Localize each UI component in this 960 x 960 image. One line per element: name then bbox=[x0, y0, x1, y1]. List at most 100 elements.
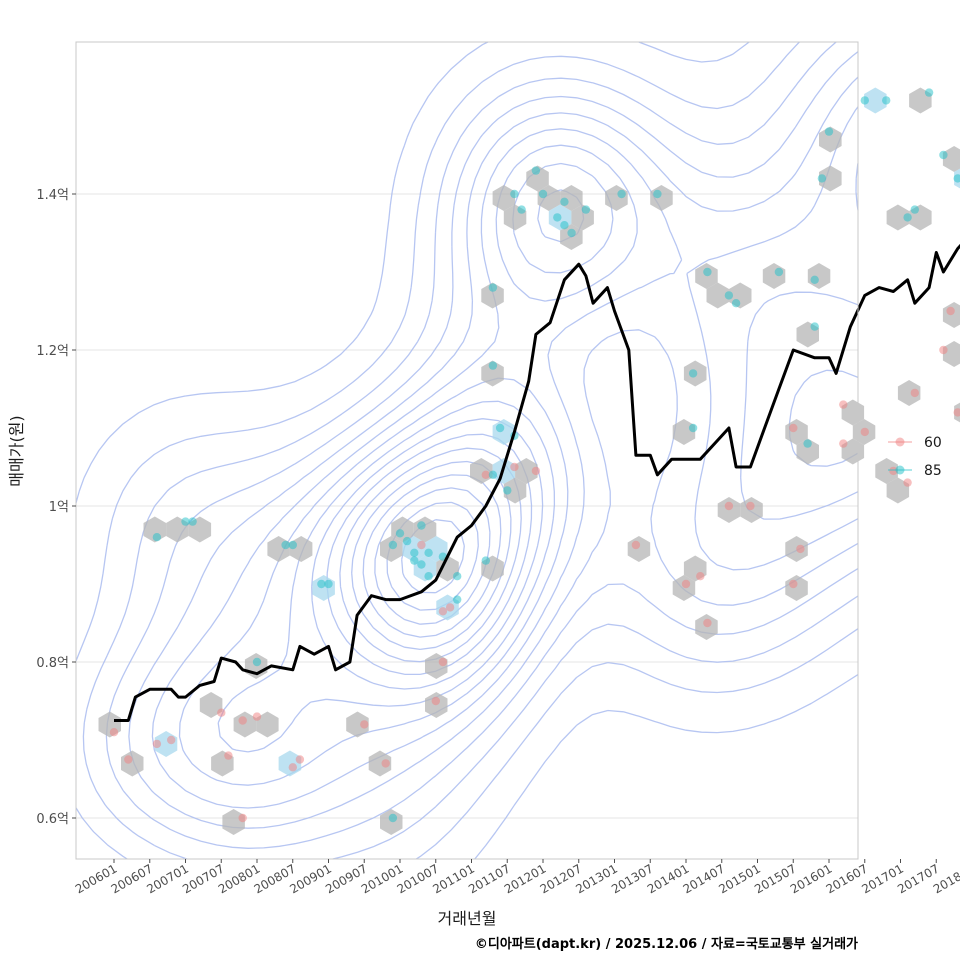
point-series-60 bbox=[531, 466, 541, 476]
hexbin-cell bbox=[368, 750, 392, 777]
density-contour-1 bbox=[75, 41, 859, 860]
point-series-60 bbox=[295, 755, 305, 764]
hexbin-cell bbox=[886, 204, 910, 231]
point-series-60 bbox=[217, 708, 226, 717]
point-series-60 bbox=[889, 466, 898, 476]
hexbin-cell bbox=[199, 692, 223, 718]
point-series-85 bbox=[824, 127, 834, 136]
density-contour-2 bbox=[75, 41, 859, 860]
plot-panel-border bbox=[75, 41, 859, 860]
point-series-85 bbox=[517, 205, 526, 214]
point-series-85 bbox=[810, 275, 819, 284]
point-series-60 bbox=[481, 470, 490, 479]
point-series-85 bbox=[388, 540, 398, 550]
point-series-85 bbox=[417, 560, 426, 569]
legend-label-60: 60 bbox=[924, 435, 942, 451]
point-series-60 bbox=[696, 572, 705, 581]
hexbin-cell bbox=[796, 438, 819, 465]
hexbin-cell bbox=[864, 87, 887, 114]
point-series-85 bbox=[317, 579, 326, 589]
point-series-60 bbox=[360, 720, 369, 729]
point-series-85 bbox=[653, 189, 662, 199]
point-series-85 bbox=[424, 572, 433, 581]
point-series-85 bbox=[410, 556, 419, 565]
hexbin-cell bbox=[875, 458, 898, 484]
point-series-85 bbox=[688, 423, 698, 433]
scatter-points bbox=[109, 88, 960, 823]
point-series-85 bbox=[924, 88, 934, 97]
point-series-85 bbox=[903, 213, 912, 222]
hexbin-cell bbox=[515, 458, 538, 484]
hexbin-cell bbox=[819, 126, 842, 153]
point-series-60 bbox=[417, 540, 426, 550]
point-series-85 bbox=[860, 96, 869, 105]
point-series-60 bbox=[109, 728, 119, 737]
point-series-85 bbox=[510, 189, 519, 199]
density-contour-6 bbox=[151, 106, 859, 809]
point-series-60 bbox=[288, 763, 297, 772]
point-series-85 bbox=[188, 517, 197, 526]
point-series-60 bbox=[681, 579, 691, 589]
point-series-60 bbox=[789, 423, 798, 433]
point-series-60 bbox=[789, 579, 798, 589]
point-series-85 bbox=[288, 540, 297, 550]
point-series-60 bbox=[910, 388, 919, 398]
point-series-60 bbox=[724, 501, 734, 511]
y-tick-label-1: 0.8억 bbox=[36, 656, 69, 671]
hexbin-cell bbox=[526, 165, 549, 192]
hexbin-cell bbox=[481, 360, 504, 387]
point-series-85 bbox=[495, 423, 505, 433]
point-series-85 bbox=[453, 595, 462, 604]
y-axis: 0.6억 0.8억 1억 1.2억 1.4억 bbox=[36, 188, 76, 827]
point-series-85 bbox=[581, 205, 591, 214]
trend-line bbox=[114, 243, 960, 722]
point-series-60 bbox=[631, 540, 641, 550]
point-series-60 bbox=[946, 306, 955, 316]
hexbin-cell bbox=[436, 555, 459, 582]
point-series-85 bbox=[774, 267, 784, 277]
point-series-85 bbox=[395, 529, 405, 538]
point-series-60 bbox=[703, 618, 712, 628]
density-contour-3 bbox=[82, 41, 859, 860]
point-series-85 bbox=[424, 548, 433, 557]
point-series-60 bbox=[796, 544, 805, 554]
hexbin-cell bbox=[706, 282, 729, 309]
point-series-85 bbox=[488, 283, 498, 292]
point-series-60 bbox=[431, 696, 440, 706]
point-series-60 bbox=[939, 345, 948, 355]
point-series-85 bbox=[724, 291, 734, 300]
legend-marker-60 bbox=[895, 437, 905, 447]
point-series-85 bbox=[488, 361, 498, 370]
point-series-85 bbox=[553, 213, 562, 222]
point-series-85 bbox=[181, 517, 190, 526]
point-series-85 bbox=[688, 369, 698, 378]
point-series-85 bbox=[417, 521, 426, 530]
point-series-85 bbox=[531, 166, 541, 175]
point-series-85 bbox=[324, 579, 333, 589]
point-series-60 bbox=[167, 735, 176, 745]
point-series-60 bbox=[252, 712, 262, 721]
hexbin-cell bbox=[886, 477, 910, 504]
y-tick-label-2: 1억 bbox=[49, 500, 69, 515]
point-series-85 bbox=[503, 486, 512, 495]
hexbin-cell bbox=[503, 477, 527, 504]
y-tick-label-0: 0.6억 bbox=[36, 812, 69, 827]
point-series-85 bbox=[567, 228, 576, 238]
point-series-85 bbox=[560, 197, 569, 206]
density-contour-7 bbox=[178, 144, 859, 786]
point-series-85 bbox=[388, 813, 398, 823]
hexbin-cell bbox=[481, 282, 504, 309]
y-tick-label-4: 1.4억 bbox=[36, 188, 69, 203]
point-series-85 bbox=[617, 189, 626, 199]
point-series-60 bbox=[510, 462, 519, 472]
point-series-85 bbox=[731, 299, 741, 308]
point-series-85 bbox=[803, 439, 812, 448]
point-series-85 bbox=[953, 174, 960, 183]
point-series-60 bbox=[238, 813, 247, 823]
point-series-85 bbox=[810, 322, 819, 331]
point-series-85 bbox=[910, 205, 919, 214]
point-series-85 bbox=[538, 189, 548, 199]
point-series-85 bbox=[939, 150, 948, 160]
hexbin-cell bbox=[897, 380, 921, 406]
